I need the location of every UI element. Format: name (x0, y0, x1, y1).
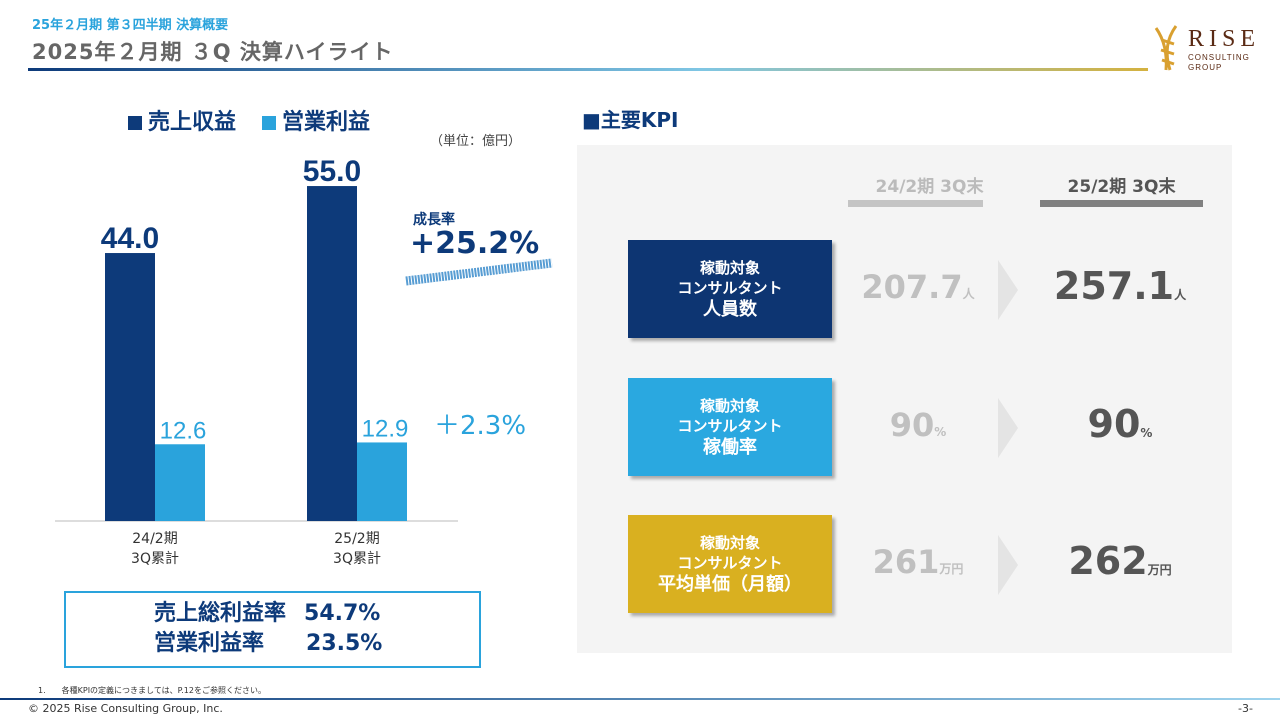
logo-icon: RISE CONSULTING GROUP (1154, 25, 1258, 72)
bar-chart: 44.0 55.0 12.6 12.9 24/2期 3Q累計 25/2期 3Q累計 (55, 155, 458, 567)
legend-revenue: 売上収益 (128, 104, 236, 136)
revenue-growth: +25.2% (410, 226, 540, 261)
op-profit-growth: ＋2.3% (434, 411, 527, 441)
kpi-prev-value: 261万円 (838, 543, 998, 581)
bar-op-profit (155, 444, 205, 521)
kpi-label-line: コンサルタント (677, 417, 783, 435)
col-cur-bar (1040, 200, 1203, 207)
value: 90 (889, 406, 935, 444)
page-title: 2025年２月期 ３Q 決算ハイライト (32, 40, 394, 64)
kpi-label-line: コンサルタント (677, 554, 783, 572)
gross-margin: 売上総利益率 54.7% (154, 599, 479, 629)
value: 207.7 (861, 268, 963, 306)
svg-text:RISE: RISE (1188, 26, 1258, 52)
kpi-prev-value: 207.7人 (838, 268, 998, 306)
kpi-label-main: 人員数 (703, 299, 757, 320)
footnote: 1. 各種KPIの定義につきましては、P.12をご参照ください。 (38, 686, 266, 695)
kpi-card: 稼動対象 コンサルタント 平均単価（月額） (628, 515, 832, 613)
bar-op-profit (357, 442, 407, 521)
col-prev-bar (848, 200, 983, 207)
unit: 人 (1174, 288, 1187, 302)
kpi-label-main: 稼働率 (703, 437, 757, 458)
value: 257.1 (1053, 264, 1175, 308)
x-tick-label: 25/2期 (334, 531, 379, 547)
kpi-label-line: 稼動対象 (699, 259, 760, 277)
company-logo: RISE CONSULTING GROUP (1148, 20, 1258, 75)
copyright: © 2025 Rise Consulting Group, Inc. (28, 702, 223, 715)
ratio-label: 営業利益率 (154, 631, 265, 656)
legend-swatch (262, 116, 276, 130)
kpi-cur-value: 90% (1025, 402, 1215, 446)
chevron-right-icon (998, 535, 1018, 595)
ratio-value: 23.5% (306, 631, 383, 656)
x-tick-label: 3Q累計 (333, 551, 381, 567)
legend-label: 売上収益 (148, 110, 237, 135)
data-label: 12.6 (160, 417, 207, 444)
ratio-value: 54.7% (304, 601, 381, 626)
data-label: 55.0 (303, 155, 361, 188)
unit: 人 (962, 287, 975, 301)
unit: 万円 (1147, 563, 1172, 577)
page-number: -3- (1238, 702, 1253, 715)
svg-text:GROUP: GROUP (1188, 63, 1222, 72)
op-margin: 営業利益率 23.5% (154, 629, 479, 659)
kpi-cur-value: 262万円 (1025, 539, 1215, 583)
kpi-label-main: 平均単価（月額） (658, 574, 802, 595)
legend-op-profit: 営業利益 (262, 104, 370, 136)
kpi-label-line: 稼動対象 (699, 397, 760, 415)
value: 90 (1087, 402, 1141, 446)
legend-label: 営業利益 (282, 110, 371, 135)
col-cur-header: 25/2期 3Q末 (1067, 177, 1176, 197)
brush-stroke-icon (405, 258, 553, 286)
bar-revenue (307, 186, 357, 522)
x-tick-label: 24/2期 (132, 531, 177, 547)
footer-divider (0, 698, 1280, 700)
ratio-label: 売上総利益率 (154, 601, 287, 626)
data-label: 12.9 (362, 415, 409, 442)
kpi-label-line: コンサルタント (677, 279, 783, 297)
data-label: 44.0 (101, 222, 159, 255)
header-divider (28, 68, 1148, 71)
col-prev-header: 24/2期 3Q末 (875, 177, 984, 197)
ratio-box: 売上総利益率 54.7% 営業利益率 23.5% (64, 591, 481, 668)
unit: 万円 (939, 562, 964, 576)
value: 262 (1068, 539, 1148, 583)
chevron-right-icon (998, 260, 1018, 320)
kpi-card: 稼動対象 コンサルタント 稼働率 (628, 378, 832, 476)
kpi-label-line: 稼動対象 (699, 534, 760, 552)
x-tick-label: 3Q累計 (131, 551, 179, 567)
subtitle: 25年２月期 第３四半期 決算概要 (32, 18, 229, 33)
kpi-card: 稼動対象 コンサルタント 人員数 (628, 240, 832, 338)
chevron-right-icon (998, 398, 1018, 458)
unit: % (934, 425, 947, 439)
bar-revenue (105, 253, 155, 521)
unit: % (1140, 426, 1153, 440)
unit-label: （単位：億円） (430, 134, 522, 149)
kpi-prev-value: 90% (838, 406, 998, 444)
value: 261 (872, 543, 940, 581)
kpi-heading: ■主要KPI (582, 108, 679, 132)
kpi-cur-value: 257.1人 (1025, 264, 1215, 308)
growth-label: 成長率 (413, 212, 455, 228)
svg-text:CONSULTING: CONSULTING (1188, 53, 1250, 62)
legend-swatch (128, 116, 142, 130)
